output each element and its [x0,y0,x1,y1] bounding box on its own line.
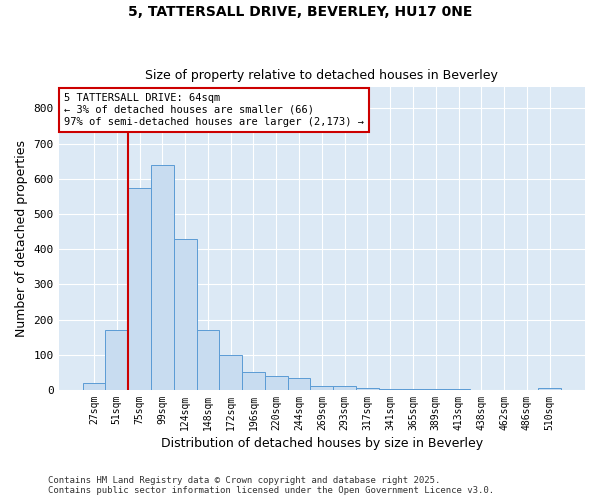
Bar [151,164,174,390]
Bar [401,389,424,390]
Bar [333,386,356,390]
Bar [197,330,220,390]
Text: 5, TATTERSALL DRIVE, BEVERLEY, HU17 0NE: 5, TATTERSALL DRIVE, BEVERLEY, HU17 0NE [128,5,472,19]
Bar [310,386,333,390]
Bar [538,388,561,390]
Bar [379,389,401,390]
Bar [83,383,106,390]
Title: Size of property relative to detached houses in Beverley: Size of property relative to detached ho… [145,69,498,82]
Bar [106,330,128,390]
Y-axis label: Number of detached properties: Number of detached properties [15,140,28,337]
Text: Contains HM Land Registry data © Crown copyright and database right 2025.
Contai: Contains HM Land Registry data © Crown c… [48,476,494,495]
Bar [447,389,470,390]
Bar [242,372,265,390]
Text: 5 TATTERSALL DRIVE: 64sqm
← 3% of detached houses are smaller (66)
97% of semi-d: 5 TATTERSALL DRIVE: 64sqm ← 3% of detach… [64,94,364,126]
X-axis label: Distribution of detached houses by size in Beverley: Distribution of detached houses by size … [161,437,483,450]
Bar [424,389,447,390]
Bar [265,376,287,390]
Bar [287,378,310,390]
Bar [174,238,197,390]
Bar [356,388,379,390]
Bar [220,355,242,390]
Bar [128,188,151,390]
